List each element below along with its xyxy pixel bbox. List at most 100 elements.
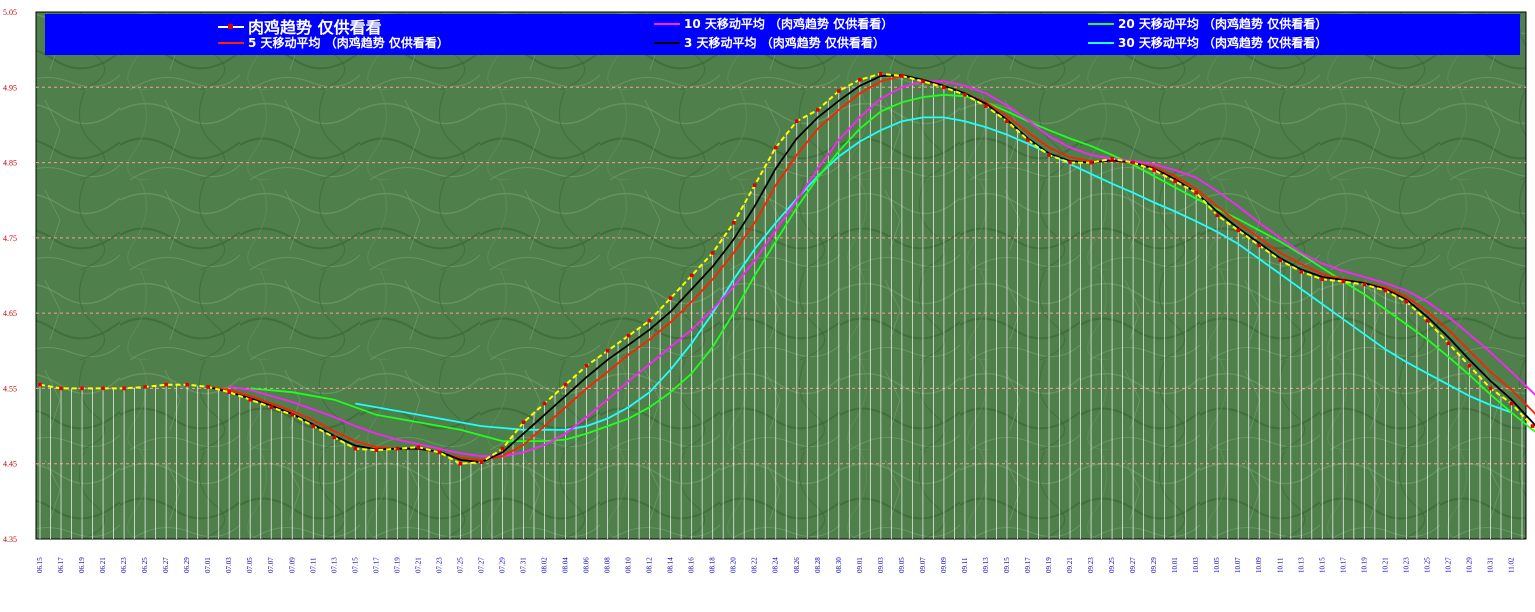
y-tick-label: 4.45 — [3, 460, 17, 469]
x-tick-label: 07.29 — [498, 557, 506, 573]
x-tick-label: 06.21 — [99, 557, 107, 573]
data-point — [500, 446, 505, 451]
x-tick-label: 07.21 — [414, 557, 422, 573]
data-point — [206, 385, 210, 389]
data-point — [1488, 386, 1493, 391]
x-tick-label: 09.03 — [877, 557, 885, 573]
x-tick-label: 06.19 — [78, 557, 86, 573]
series-lines — [38, 71, 1535, 466]
data-point — [752, 183, 757, 187]
data-point — [332, 435, 337, 440]
x-tick-label: 08.24 — [772, 557, 780, 573]
data-point — [858, 77, 862, 82]
x-tick-label: 06.15 — [36, 557, 44, 573]
data-point — [1047, 153, 1051, 157]
legend-label: 3 天移动平均 （肉鸡趋势 仅供看看） — [684, 35, 885, 50]
data-point — [1257, 243, 1262, 248]
data-point — [605, 348, 610, 353]
y-axis: 5.05 4.95 4.85 4.75 4.65 4.55 4.45 4.35 — [3, 8, 17, 544]
legend-item-ma10: 10 天移动平均 （肉鸡趋势 仅供看看） — [654, 16, 893, 31]
x-tick-label: 07.03 — [225, 557, 233, 573]
x-tick-label: 10.21 — [1381, 557, 1389, 573]
x-tick-label: 10.11 — [1276, 557, 1284, 573]
x-tick-label: 09.19 — [1045, 557, 1053, 573]
y-tick-label: 4.55 — [3, 384, 17, 393]
data-point — [731, 221, 736, 225]
x-tick-label: 08.06 — [583, 557, 591, 573]
x-tick-label: 08.28 — [814, 557, 822, 573]
data-point — [584, 364, 589, 368]
x-tick-label: 06.17 — [57, 557, 65, 573]
x-tick-label: 09.09 — [940, 557, 948, 573]
x-tick-label: 10.27 — [1444, 557, 1452, 573]
legend-item-ma30: 30 天移动平均 （肉鸡趋势 仅供看看） — [1088, 35, 1327, 50]
x-tick-label: 08.22 — [751, 557, 759, 573]
data-point — [311, 424, 316, 428]
data-point — [837, 89, 841, 93]
data-point — [479, 460, 484, 465]
x-tick-label: 07.09 — [288, 557, 296, 573]
legend-label: 10 天移动平均 （肉鸡趋势 仅供看看） — [684, 16, 893, 31]
x-tick-label: 10.13 — [1297, 557, 1305, 573]
x-tick-label: 09.17 — [1024, 557, 1032, 573]
data-point — [1404, 300, 1409, 304]
legend-item-trend: 肉鸡趋势 仅供看看 — [218, 18, 382, 37]
data-point — [984, 104, 988, 108]
data-point — [227, 390, 231, 394]
x-tick-label: 08.16 — [688, 557, 696, 573]
legend-item-ma20: 20 天移动平均 （肉鸡趋势 仅供看看） — [1088, 16, 1327, 31]
x-tick-label: 10.25 — [1423, 557, 1431, 573]
x-tick-label: 08.30 — [835, 557, 843, 573]
legend-label: 肉鸡趋势 仅供看看 — [248, 18, 382, 37]
x-tick-label: 10.01 — [1171, 557, 1179, 573]
x-tick-label: 09.05 — [898, 557, 906, 573]
data-point — [59, 386, 63, 391]
data-point — [668, 296, 673, 300]
x-tick-label: 10.17 — [1339, 557, 1347, 573]
data-point — [1530, 424, 1535, 428]
drop-lines — [39, 73, 1533, 539]
data-point — [1320, 277, 1325, 282]
x-tick-label: 07.27 — [477, 557, 485, 573]
data-point — [416, 445, 421, 449]
x-tick-label: 09.07 — [919, 557, 927, 573]
y-tick-label: 4.35 — [3, 535, 17, 544]
x-tick-label: 09.13 — [982, 557, 990, 573]
data-point — [1152, 168, 1156, 172]
data-point — [1068, 160, 1072, 165]
data-point — [1383, 288, 1388, 293]
x-tick-label: 06.27 — [162, 557, 170, 573]
x-tick-label: 06.25 — [141, 557, 149, 573]
data-point — [395, 446, 400, 451]
data-point — [290, 412, 295, 417]
data-point — [647, 318, 652, 323]
x-tick-label: 07.17 — [372, 557, 380, 573]
x-tick-label: 06.23 — [120, 557, 128, 573]
data-point — [542, 401, 547, 406]
data-point — [458, 461, 463, 466]
data-point — [1089, 160, 1093, 165]
x-tick-label: 07.15 — [351, 557, 359, 573]
x-tick-label: 10.29 — [1465, 557, 1473, 573]
x-tick-label: 07.01 — [204, 557, 212, 573]
data-point — [1425, 318, 1430, 323]
x-tick-label: 10.23 — [1402, 557, 1410, 573]
x-tick-label: 10.09 — [1255, 557, 1263, 573]
x-tick-label: 10.03 — [1192, 557, 1200, 573]
data-point — [794, 119, 799, 123]
y-tick-label: 5.05 — [3, 8, 17, 17]
data-point — [1467, 364, 1472, 368]
legend-background — [45, 14, 1520, 55]
x-tick-label: 09.21 — [1066, 557, 1074, 573]
data-point — [1509, 401, 1514, 406]
y-tick-label: 4.75 — [3, 234, 17, 243]
data-point — [689, 273, 694, 278]
x-tick-label: 07.25 — [456, 557, 464, 573]
data-point — [80, 386, 84, 391]
data-point — [1026, 138, 1030, 142]
y-tick-label: 4.85 — [3, 159, 17, 168]
x-axis: 06.15 06.17 06.19 06.21 06.23 06.25 06.27 06.29… — [36, 557, 1515, 573]
x-tick-label: 10.31 — [1486, 557, 1494, 573]
data-point — [122, 386, 126, 391]
